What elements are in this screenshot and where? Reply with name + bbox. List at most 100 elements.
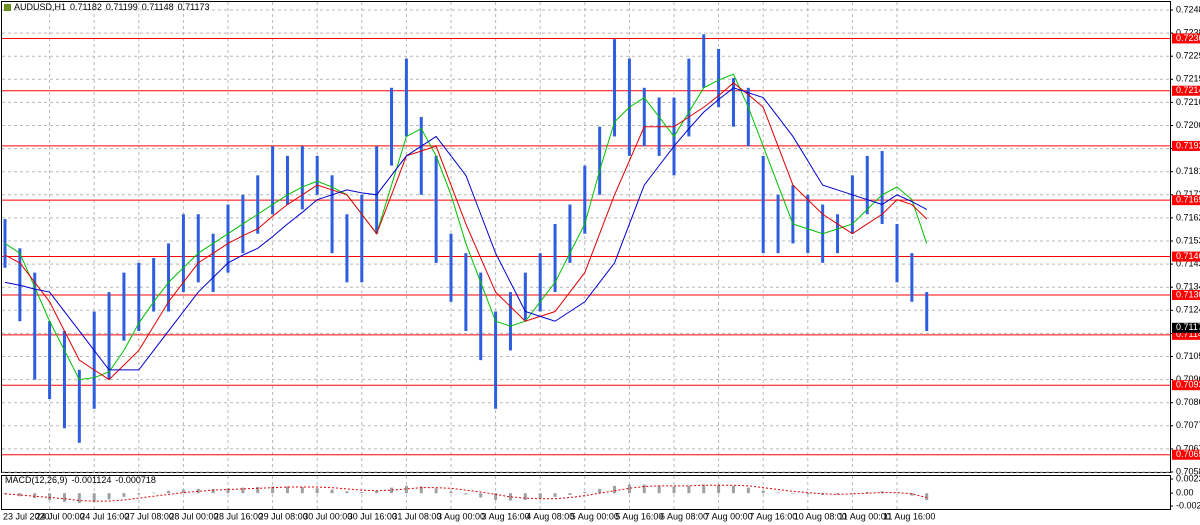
y-tick-label: 0.70675 bbox=[1176, 443, 1200, 453]
current-price-label: 0.71173 bbox=[1176, 322, 1200, 332]
price-bar bbox=[538, 253, 542, 312]
y-tick-label: -0.00209 bbox=[1176, 500, 1200, 510]
y-tick-label: 0.72480 bbox=[1176, 4, 1200, 14]
price-bar bbox=[181, 214, 185, 293]
level-label-bg bbox=[1172, 251, 1200, 262]
level-label-bg bbox=[1172, 329, 1200, 340]
y-tick-label: 0.72195 bbox=[1176, 74, 1200, 84]
macd-histogram-bar bbox=[181, 489, 185, 494]
macd-histogram-bar bbox=[226, 488, 230, 494]
price-bar bbox=[375, 146, 379, 234]
macd-histogram-bar bbox=[315, 488, 319, 494]
x-tick-label: 24 Jul 16:00 bbox=[80, 511, 129, 521]
y-tick-label: 0.71435 bbox=[1176, 258, 1200, 268]
macd-histogram-bar bbox=[107, 493, 111, 500]
price-bar bbox=[925, 292, 929, 331]
price-bar bbox=[613, 39, 617, 137]
x-tick-label: 11 Aug 16:00 bbox=[883, 511, 935, 521]
macd-histogram-bar bbox=[687, 485, 691, 494]
price-bar bbox=[687, 58, 691, 137]
level-label: 0.71144 bbox=[1176, 329, 1200, 339]
macd-histogram-bar bbox=[464, 493, 468, 495]
price-bar bbox=[271, 146, 275, 215]
y-tick-label: 0.71530 bbox=[1176, 235, 1200, 245]
macd-histogram-bar bbox=[925, 493, 929, 501]
y-tick-label: 0.72385 bbox=[1176, 27, 1200, 37]
y-tick-label: 0.72005 bbox=[1176, 120, 1200, 130]
macd-histogram-bar bbox=[330, 489, 334, 494]
macd-histogram-bar bbox=[33, 493, 37, 499]
macd-histogram-bar bbox=[256, 487, 260, 494]
price-bar bbox=[746, 87, 750, 147]
level-label: 0.70937 bbox=[1176, 380, 1200, 390]
price-bar bbox=[360, 194, 364, 283]
macd-histogram-bar bbox=[449, 491, 453, 494]
macd-histogram-bar bbox=[479, 493, 483, 498]
price-bar bbox=[285, 155, 289, 205]
x-tick-label: 30 Jul 00:00 bbox=[303, 511, 352, 521]
macd-histogram-bar bbox=[345, 491, 349, 494]
price-bar bbox=[315, 155, 319, 195]
price-bar bbox=[390, 87, 394, 166]
level-label-bg bbox=[1172, 85, 1200, 96]
x-tick-label: 5 Aug 00:00 bbox=[571, 511, 619, 521]
price-bar bbox=[33, 272, 37, 380]
macd-histogram-bar bbox=[419, 486, 423, 494]
level-label: 0.71308 bbox=[1176, 289, 1200, 299]
x-tick-label: 29 Jul 08:00 bbox=[259, 511, 308, 521]
price-bar bbox=[449, 233, 453, 302]
macd-histogram-bar bbox=[627, 484, 631, 494]
macd-histogram-bar bbox=[167, 490, 171, 494]
level-label-bg bbox=[1172, 195, 1200, 206]
level-label-bg bbox=[1172, 33, 1200, 44]
y-tick-label: 0.70770 bbox=[1176, 420, 1200, 430]
macd-histogram-bar bbox=[657, 485, 661, 494]
x-tick-label: 28 Jul 00:00 bbox=[169, 511, 218, 521]
macd-histogram-bar bbox=[642, 484, 646, 494]
macd-histogram-bar bbox=[865, 491, 869, 494]
current-price-bg bbox=[1172, 322, 1200, 333]
macd-histogram-bar bbox=[746, 487, 750, 494]
macd-histogram-bar bbox=[390, 487, 394, 494]
price-bar bbox=[508, 292, 512, 351]
price-bar bbox=[806, 194, 810, 254]
price-bar bbox=[419, 116, 423, 195]
macd-histogram-bar bbox=[241, 487, 245, 494]
level-label: 0.70651 bbox=[1176, 449, 1200, 459]
y-tick-label: 0.002315 bbox=[1176, 473, 1200, 483]
macd-panel-frame bbox=[1, 475, 1171, 510]
y-tick-label: 0.71245 bbox=[1176, 305, 1200, 315]
y-tick-label: 0.72290 bbox=[1176, 51, 1200, 61]
x-tick-label: 4 Aug 08:00 bbox=[526, 511, 574, 521]
x-tick-label: 30 Jul 16:00 bbox=[348, 511, 397, 521]
price-bar bbox=[880, 151, 884, 224]
macd-histogram-bar bbox=[300, 487, 304, 494]
level-label: 0.72363 bbox=[1176, 33, 1200, 43]
price-bar bbox=[717, 48, 721, 108]
y-tick-label: 0.71625 bbox=[1176, 212, 1200, 222]
macd-histogram-bar bbox=[672, 486, 676, 494]
level-label-bg bbox=[1172, 140, 1200, 151]
price-bar bbox=[568, 204, 572, 263]
level-label-bg bbox=[1172, 380, 1200, 391]
macd-histogram-bar bbox=[806, 493, 810, 495]
price-bar bbox=[167, 243, 171, 312]
level-label-bg bbox=[1172, 289, 1200, 300]
macd-histogram-bar bbox=[538, 493, 542, 499]
price-bar bbox=[895, 223, 899, 283]
macd-histogram-bar bbox=[137, 493, 141, 495]
x-tick-label: 11 Aug 00:00 bbox=[838, 511, 890, 521]
macd-histogram-bar bbox=[375, 490, 379, 494]
price-bar bbox=[731, 78, 735, 127]
price-bar bbox=[791, 185, 795, 244]
macd-histogram-bar bbox=[895, 492, 899, 494]
price-bar bbox=[776, 194, 780, 254]
macd-histogram-bar bbox=[836, 493, 840, 495]
macd-histogram-bar bbox=[122, 493, 126, 497]
ohlc-value: 0.71199 bbox=[106, 2, 138, 12]
macd-histogram-bar bbox=[62, 493, 66, 502]
price-bar bbox=[211, 233, 215, 293]
x-tick-label: 5 Aug 16:00 bbox=[615, 511, 663, 521]
